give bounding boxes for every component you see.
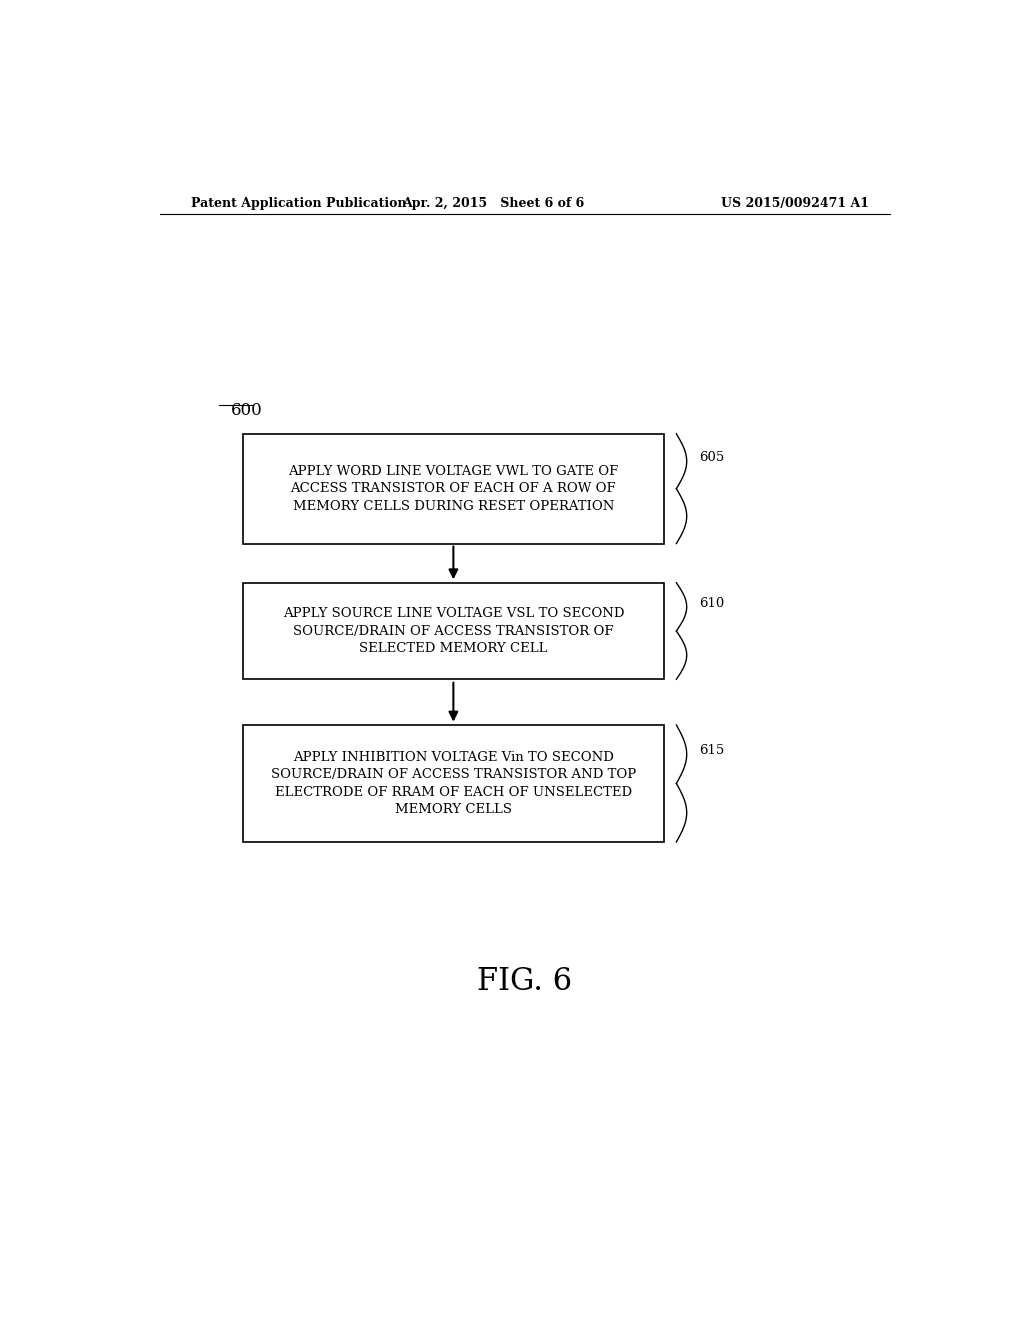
Text: 610: 610 xyxy=(699,598,725,610)
Text: Apr. 2, 2015   Sheet 6 of 6: Apr. 2, 2015 Sheet 6 of 6 xyxy=(402,197,584,210)
Text: APPLY WORD LINE VOLTAGE VWL TO GATE OF
ACCESS TRANSISTOR OF EACH OF A ROW OF
MEM: APPLY WORD LINE VOLTAGE VWL TO GATE OF A… xyxy=(288,465,618,512)
Text: APPLY SOURCE LINE VOLTAGE VSL TO SECOND
SOURCE/DRAIN OF ACCESS TRANSISTOR OF
SEL: APPLY SOURCE LINE VOLTAGE VSL TO SECOND … xyxy=(283,607,624,655)
FancyBboxPatch shape xyxy=(243,582,664,680)
Text: Patent Application Publication: Patent Application Publication xyxy=(191,197,407,210)
Text: 600: 600 xyxy=(231,403,263,420)
FancyBboxPatch shape xyxy=(243,434,664,544)
Text: US 2015/0092471 A1: US 2015/0092471 A1 xyxy=(721,197,868,210)
Text: FIG. 6: FIG. 6 xyxy=(477,966,572,997)
Text: 615: 615 xyxy=(699,744,725,758)
FancyBboxPatch shape xyxy=(243,725,664,842)
Text: 605: 605 xyxy=(699,451,725,465)
Text: APPLY INHIBITION VOLTAGE Vin TO SECOND
SOURCE/DRAIN OF ACCESS TRANSISTOR AND TOP: APPLY INHIBITION VOLTAGE Vin TO SECOND S… xyxy=(270,751,636,816)
